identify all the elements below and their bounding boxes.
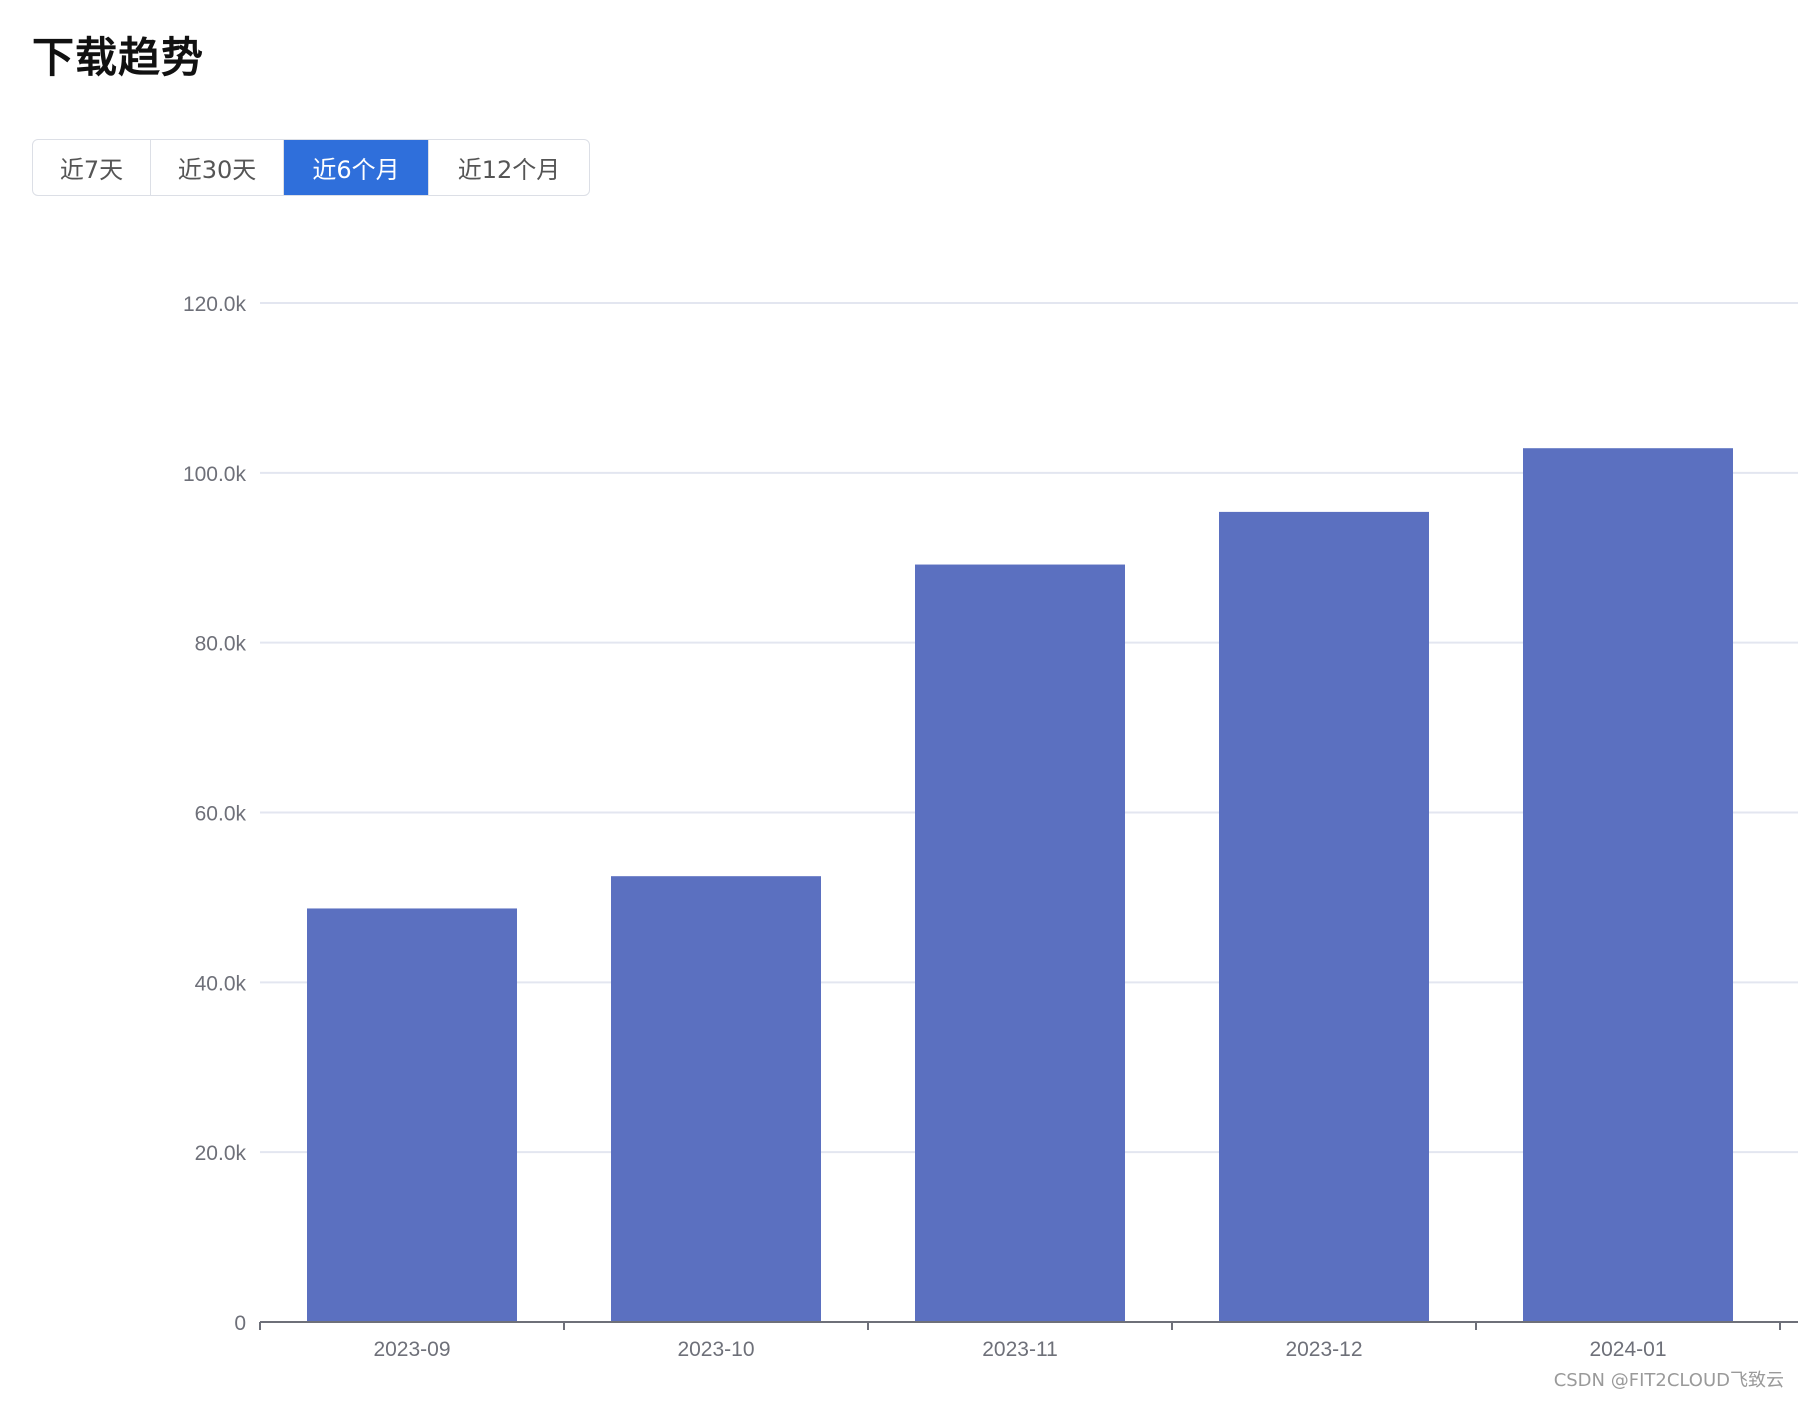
- x-tick-label: 2023-10: [677, 1338, 754, 1361]
- tab-last-30-days[interactable]: 近30天: [151, 140, 284, 195]
- y-tick-label: 40.0k: [195, 972, 247, 995]
- bar[interactable]: [1523, 448, 1733, 1322]
- y-tick-label: 80.0k: [195, 633, 247, 656]
- page-title: 下载趋势: [32, 33, 205, 82]
- tab-last-7-days[interactable]: 近7天: [33, 140, 151, 195]
- x-axis: [259, 1321, 1798, 1330]
- x-tick-label: 2023-09: [373, 1338, 450, 1361]
- y-axis-labels: 0 20.0k 40.0k 60.0k 80.0k 100.0k 120.0k: [183, 293, 247, 1335]
- y-tick-label: 120.0k: [183, 293, 247, 316]
- y-tick-label: 20.0k: [195, 1142, 247, 1165]
- bars: [307, 448, 1733, 1322]
- watermark: CSDN @FIT2CLOUD飞致云: [1553, 1370, 1784, 1391]
- x-tick-label: 2023-12: [1285, 1338, 1362, 1361]
- x-axis-labels: 2023-09 2023-10 2023-11 2023-12 2024-01: [373, 1338, 1666, 1361]
- bar[interactable]: [611, 876, 821, 1322]
- x-tick-label: 2023-11: [982, 1338, 1058, 1361]
- tab-last-6-months[interactable]: 近6个月: [284, 140, 429, 195]
- tab-last-12-months[interactable]: 近12个月: [457, 156, 561, 184]
- time-range-selector: 近7天 近30天 近6个月 近12个月: [32, 139, 590, 196]
- bar[interactable]: [307, 908, 517, 1322]
- x-tick-label: 2024-01: [1589, 1338, 1666, 1361]
- y-tick-label: 60.0k: [195, 803, 247, 826]
- y-tick-label: 100.0k: [183, 463, 247, 486]
- bar[interactable]: [915, 564, 1125, 1322]
- y-tick-label: 0: [234, 1312, 246, 1335]
- bar[interactable]: [1219, 511, 1429, 1322]
